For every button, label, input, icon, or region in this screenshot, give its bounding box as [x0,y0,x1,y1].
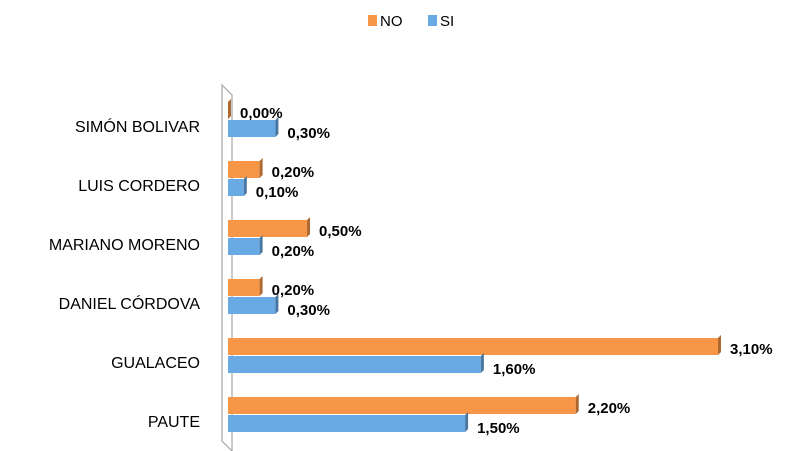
y-tick-label: GUALACEO [111,355,200,372]
bar-side [228,99,231,119]
bar [228,179,244,196]
data-label: 0,30% [287,302,330,319]
bar [228,397,576,414]
back-wall [221,83,233,451]
bar [228,238,260,255]
bar-side [275,294,279,314]
y-tick-label: PAUTE [148,414,200,431]
bar-side [718,335,721,355]
bar-side [259,158,263,178]
bar-side [465,412,469,432]
bar-side [275,117,279,137]
bar-side [307,217,311,237]
y-tick-label: MARIANO MORENO [49,237,200,254]
bar [228,161,260,178]
data-label: 2,20% [588,400,631,417]
data-label: 0,30% [287,125,330,142]
bar-side [243,176,247,196]
legend-label: NO [380,13,403,30]
data-label: 3,10% [730,341,773,358]
bar [228,297,276,314]
data-label: 0,00% [240,105,283,122]
data-label: 0,20% [272,243,315,260]
data-label: 0,20% [272,164,315,181]
legend-swatch [428,15,437,26]
data-label: 1,50% [477,420,520,437]
bar [228,338,718,355]
bar [228,120,276,137]
data-label: 0,50% [319,223,362,240]
data-label: 0,10% [256,184,299,201]
bar-side [259,276,263,296]
data-label: 1,60% [493,361,536,378]
legend-swatch [368,15,377,26]
legend-label: SI [440,13,454,30]
bar [228,279,260,296]
bar-side [259,235,263,255]
bar-side [575,394,579,414]
bar [228,415,466,432]
y-tick-label: DANIEL CÓRDOVA [59,294,201,313]
y-tick-label: SIMÓN BOLIVAR [75,117,200,136]
bar [228,356,481,373]
bar [228,220,308,237]
bar-side [480,353,484,373]
data-label: 0,20% [272,282,315,299]
y-tick-label: LUIS CORDERO [78,178,200,195]
